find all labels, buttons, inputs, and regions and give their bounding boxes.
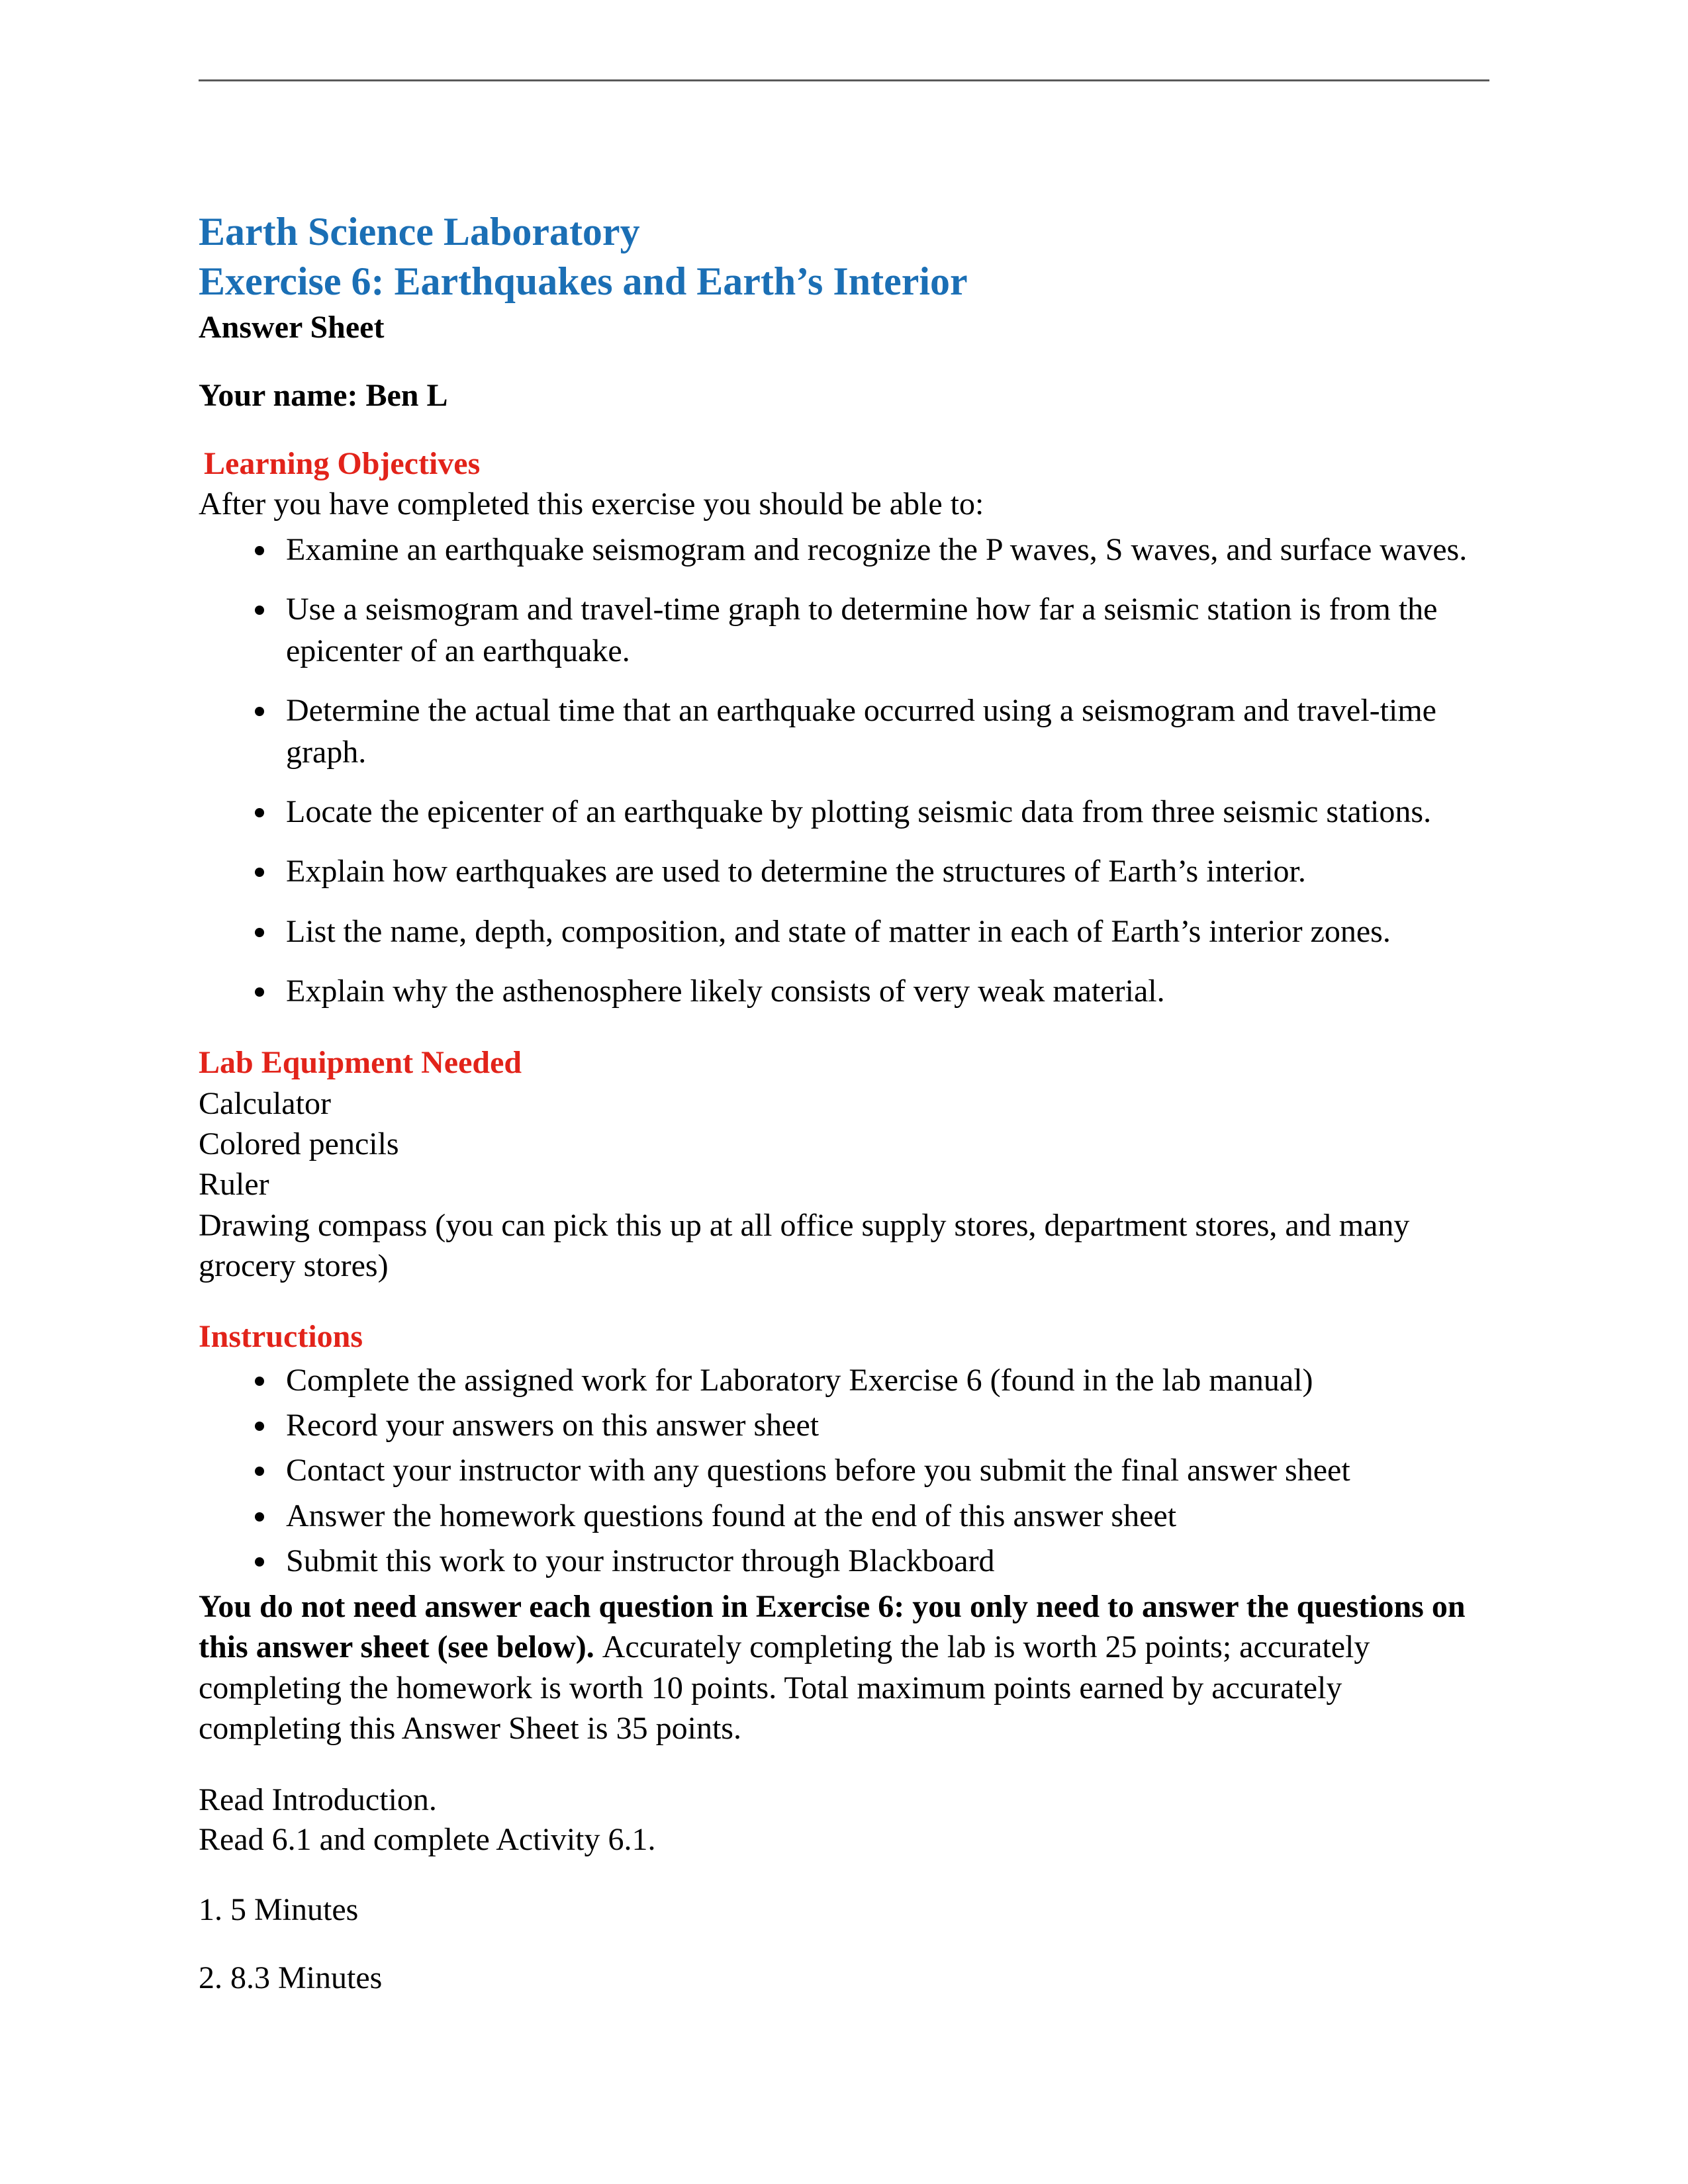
instructions-section: Instructions Complete the assigned work … [199, 1318, 1489, 1749]
your-name-line: Your name: Ben L [199, 377, 1489, 414]
name-value: Ben L [365, 378, 447, 413]
equipment-item: Ruler [199, 1164, 1489, 1205]
list-item: Record your answers on this answer sheet [278, 1405, 1489, 1446]
list-item: Determine the actual time that an earthq… [278, 690, 1489, 773]
instructions-list: Complete the assigned work for Laborator… [278, 1360, 1489, 1582]
answer-1: 1. 5 Minutes [199, 1891, 1489, 1928]
list-item: Use a seismogram and travel-time graph t… [278, 589, 1489, 672]
objectives-intro: After you have completed this exercise y… [199, 484, 1489, 524]
equipment-item: Drawing compass (you can pick this up at… [199, 1205, 1489, 1287]
equipment-item: Colored pencils [199, 1124, 1489, 1164]
instructions-heading: Instructions [199, 1318, 1489, 1355]
list-item: Examine an earthquake seismogram and rec… [278, 529, 1489, 570]
list-item: Explain why the asthenosphere likely con… [278, 971, 1489, 1012]
list-item: List the name, depth, composition, and s… [278, 911, 1489, 952]
list-item: Locate the epicenter of an earthquake by… [278, 792, 1489, 833]
answer-2: 2. 8.3 Minutes [199, 1960, 1489, 1996]
list-item: Complete the assigned work for Laborator… [278, 1360, 1489, 1401]
list-item: Contact your instructor with any questio… [278, 1450, 1489, 1491]
list-item: Submit this work to your instructor thro… [278, 1541, 1489, 1582]
objectives-heading: Learning Objectives [204, 445, 1489, 482]
reading-section: Read Introduction. Read 6.1 and complete… [199, 1780, 1489, 1860]
name-label: Your name: [199, 378, 365, 413]
doc-subtitle: Exercise 6: Earthquakes and Earth’s Inte… [199, 257, 1489, 306]
doc-title: Earth Science Laboratory [199, 207, 1489, 257]
page: Earth Science Laboratory Exercise 6: Ear… [0, 0, 1688, 2094]
objectives-list: Examine an earthquake seismogram and rec… [278, 529, 1489, 1013]
reading-line: Read Introduction. [199, 1780, 1489, 1820]
top-rule [199, 79, 1489, 81]
objectives-section: Learning Objectives After you have compl… [199, 445, 1489, 1013]
equipment-item: Calculator [199, 1083, 1489, 1124]
equipment-heading: Lab Equipment Needed [199, 1044, 1489, 1081]
answer-sheet-label: Answer Sheet [199, 309, 1489, 345]
instructions-note: You do not need answer each question in … [199, 1586, 1489, 1749]
equipment-section: Lab Equipment Needed Calculator Colored … [199, 1044, 1489, 1287]
list-item: Answer the homework questions found at t… [278, 1496, 1489, 1537]
list-item: Explain how earthquakes are used to dete… [278, 851, 1489, 892]
reading-line: Read 6.1 and complete Activity 6.1. [199, 1820, 1489, 1860]
